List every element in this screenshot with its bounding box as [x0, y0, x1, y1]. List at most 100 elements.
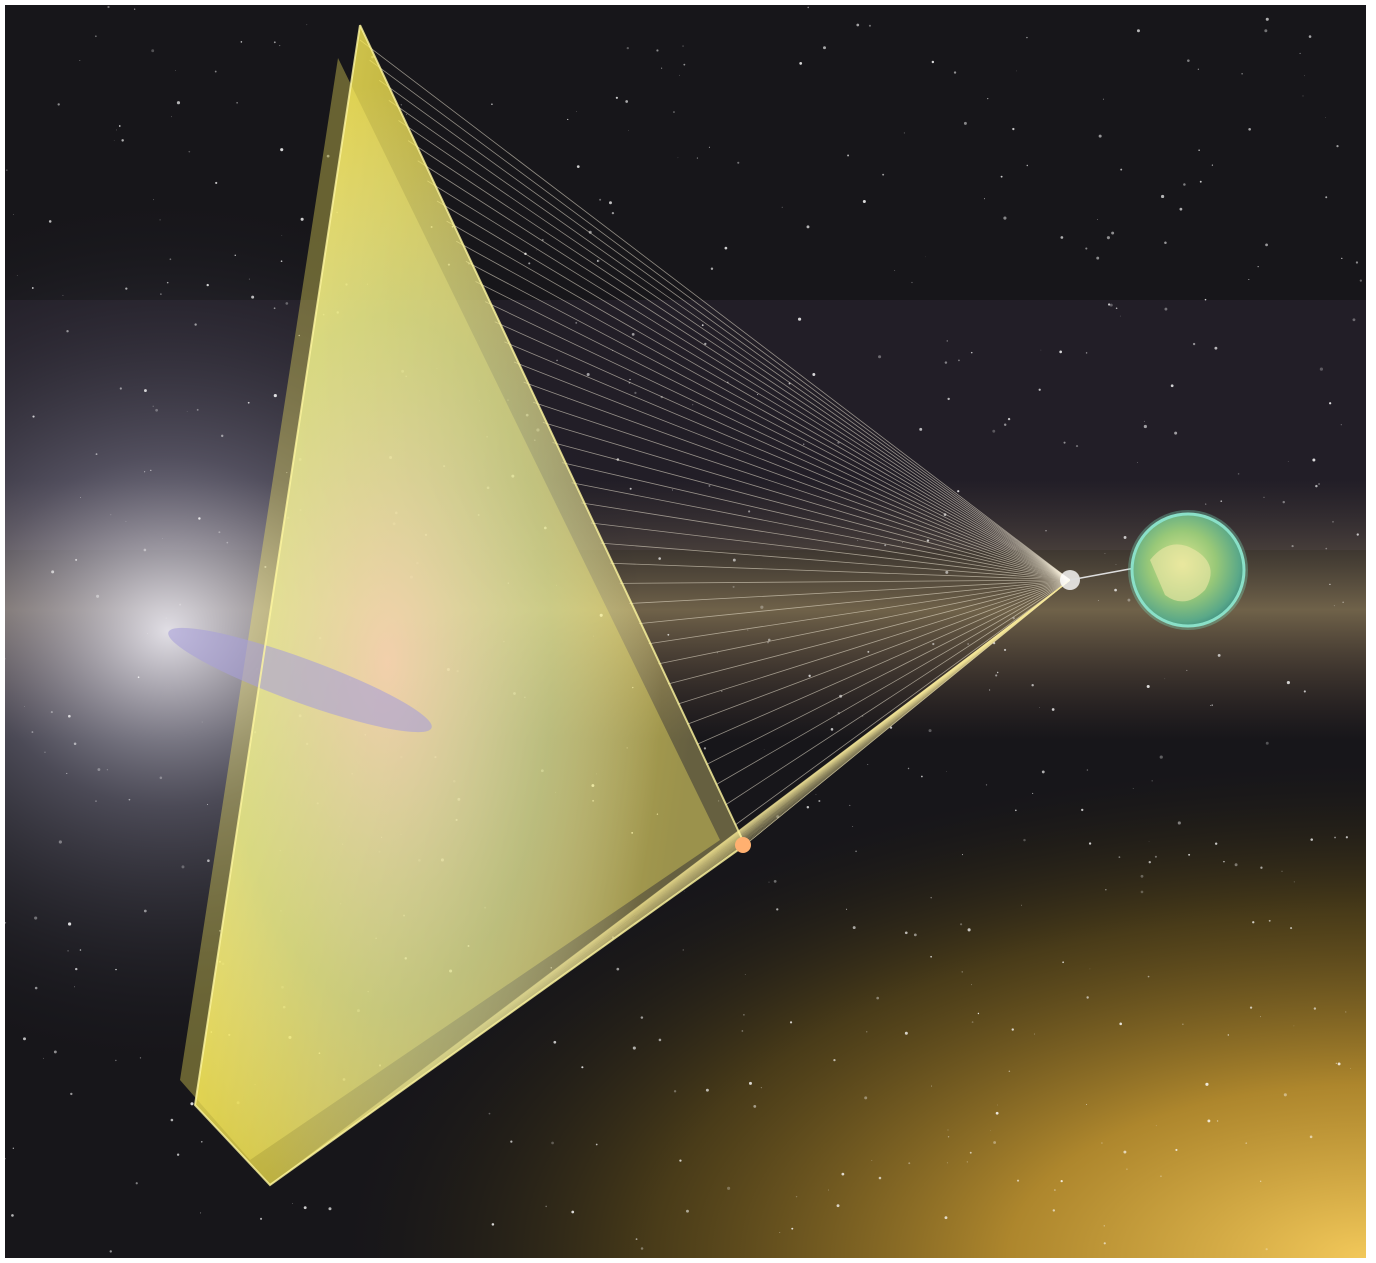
star [152, 405, 154, 407]
star [946, 771, 947, 773]
star [862, 200, 866, 204]
star [673, 1090, 677, 1093]
star [957, 490, 960, 493]
star [1214, 346, 1218, 350]
star [1308, 35, 1312, 38]
star [1086, 1104, 1088, 1106]
star [753, 1104, 757, 1108]
star [953, 71, 957, 74]
star [679, 74, 680, 76]
star [234, 254, 236, 256]
star [1119, 315, 1121, 317]
star [779, 1232, 781, 1233]
star [1303, 690, 1306, 693]
star [609, 201, 612, 205]
star [946, 1162, 948, 1164]
star [904, 931, 908, 935]
star [1315, 484, 1318, 488]
star [567, 398, 568, 400]
star [833, 1058, 836, 1062]
tether [456, 240, 1071, 581]
star [109, 1250, 112, 1253]
star [629, 378, 631, 381]
star [894, 269, 896, 271]
star [710, 267, 714, 270]
star [961, 971, 963, 973]
star [34, 916, 38, 920]
star [732, 558, 736, 562]
star [757, 394, 759, 396]
star [143, 548, 147, 552]
tether [744, 579, 1071, 846]
tether [610, 562, 1071, 581]
star [866, 1031, 868, 1033]
star [1096, 256, 1100, 260]
tether [369, 59, 1071, 581]
star [930, 955, 932, 958]
star [1182, 1023, 1184, 1025]
star [1259, 1016, 1261, 1018]
star [1187, 59, 1190, 62]
star [107, 5, 110, 9]
star [5, 169, 8, 171]
star [847, 154, 849, 157]
star [921, 775, 923, 778]
star [958, 359, 960, 362]
star [128, 798, 131, 801]
star [692, 404, 694, 406]
star [1293, 1025, 1295, 1027]
star [79, 60, 81, 62]
star [1217, 653, 1221, 657]
tether [629, 579, 1071, 604]
star [849, 804, 851, 806]
star [1007, 417, 1011, 421]
probe-link [1069, 567, 1136, 581]
star [58, 840, 62, 844]
star [679, 1159, 682, 1162]
tether [427, 180, 1071, 581]
star [175, 70, 177, 71]
star [326, 154, 330, 158]
star [1209, 704, 1211, 707]
star [1033, 1033, 1035, 1035]
star [1031, 684, 1034, 687]
star [1132, 788, 1134, 789]
star [48, 220, 52, 223]
star [1123, 536, 1127, 539]
star [24, 706, 26, 707]
star [556, 359, 558, 362]
tether [407, 140, 1071, 581]
star [1302, 95, 1304, 97]
star [575, 111, 577, 112]
star [1119, 1022, 1122, 1026]
star [1329, 583, 1331, 586]
star [926, 539, 930, 542]
star [667, 633, 670, 636]
star [298, 334, 300, 337]
star [201, 721, 203, 723]
star [576, 165, 580, 168]
tether [398, 120, 1071, 581]
star [1140, 890, 1144, 894]
star [226, 541, 229, 544]
star [1136, 29, 1140, 33]
star [153, 199, 155, 201]
star [760, 1086, 763, 1089]
star [1248, 279, 1250, 281]
star [248, 278, 250, 280]
star [169, 258, 172, 261]
star [34, 986, 38, 990]
star [656, 49, 659, 52]
star [125, 287, 128, 290]
star [1248, 127, 1251, 131]
star [206, 803, 209, 806]
star [852, 926, 856, 930]
star [200, 1212, 202, 1214]
tether [744, 579, 1071, 846]
star [635, 1238, 638, 1241]
star [599, 198, 602, 201]
star [1265, 1248, 1268, 1251]
star [1085, 352, 1088, 354]
star [836, 1204, 840, 1208]
